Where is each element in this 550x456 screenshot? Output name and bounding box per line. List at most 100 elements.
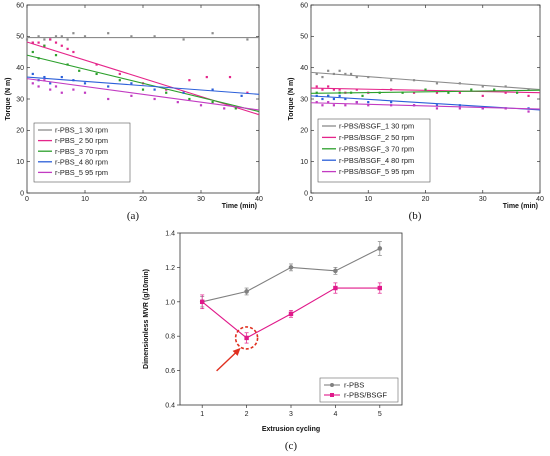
highlight-circle — [234, 326, 259, 350]
data-point — [315, 85, 318, 88]
data-point — [43, 75, 46, 79]
data-point — [435, 104, 439, 107]
x-tick-label: 3 — [289, 411, 293, 418]
data-point — [361, 94, 364, 97]
data-point — [315, 101, 318, 104]
y-tick-label: 60 — [300, 2, 308, 9]
legend-marker — [330, 383, 334, 387]
data-point — [315, 91, 318, 94]
data-point — [390, 101, 393, 104]
x-tick-label: 40 — [536, 196, 544, 203]
data-point — [130, 35, 133, 38]
data-point — [107, 32, 110, 35]
data-point — [240, 94, 243, 97]
x-tick-label: 10 — [364, 196, 372, 203]
data-point — [130, 82, 133, 85]
legend-marker — [330, 393, 334, 397]
data-point — [54, 85, 58, 88]
y-tick-label: 1.2 — [165, 265, 175, 272]
legend-box — [319, 377, 399, 403]
y-tick-label: 0.8 — [165, 334, 175, 341]
data-point — [327, 101, 330, 104]
y-tick-label: 30 — [300, 96, 308, 103]
data-point — [49, 82, 52, 85]
data-point — [344, 72, 347, 76]
x-axis-label: Time (min) — [222, 203, 257, 210]
y-tick-label: 0 — [20, 190, 24, 197]
x-axis-label: Time (min) — [503, 203, 538, 210]
data-point — [516, 91, 519, 94]
legend-entry: r-PBS_1 30 rpm — [55, 126, 108, 135]
data-point — [83, 82, 87, 85]
legend-entry: r-PBS/BSGF_5 95 rpm — [339, 167, 414, 176]
data-point — [458, 107, 461, 110]
legend: r-PBS/BSGF_1 30 rpm r-PBS/BSGF_2 50 rpm r-… — [317, 118, 431, 183]
data-point — [176, 101, 179, 104]
data-point — [188, 79, 191, 82]
data-point — [165, 88, 168, 91]
data-point — [25, 38, 29, 41]
data-point — [107, 85, 110, 88]
data-point — [228, 75, 232, 79]
data-point — [412, 91, 416, 94]
data-point — [332, 72, 335, 76]
data-point — [527, 94, 530, 97]
data-point — [401, 91, 404, 94]
data-point — [31, 82, 34, 85]
legend-entry: r-PBS_2 50 rpm — [55, 136, 108, 145]
data-point — [182, 38, 185, 41]
y-tick-label: 20 — [300, 128, 308, 135]
legend-entry: r-PBS/BSGF_3 70 rpm — [339, 144, 414, 153]
data-point — [332, 104, 335, 107]
x-tick-label: 5 — [378, 411, 382, 418]
y-tick-label: 10 — [16, 159, 24, 166]
data-point — [211, 101, 214, 104]
data-point — [327, 85, 330, 88]
y-tick-label: 50 — [300, 34, 308, 41]
x-tick-label: 0 — [309, 196, 313, 203]
y-tick-label: 40 — [16, 65, 24, 72]
data-point — [321, 88, 324, 91]
data-point — [481, 94, 484, 97]
legend-entry: r-PBS/BSGF_4 80 rpm — [339, 156, 414, 165]
data-point — [349, 91, 353, 94]
data-point — [527, 110, 530, 113]
legend-entry: r-PBS — [344, 381, 364, 390]
y-axis-label: Dimensionless MVR (g/10min) — [143, 269, 150, 369]
plot-frame — [179, 232, 403, 406]
data-point — [481, 107, 484, 110]
y-tick-label: 10 — [300, 159, 308, 166]
data-point — [118, 72, 121, 76]
data-point — [367, 101, 370, 104]
y-axis-label: Torque (N m) — [5, 77, 12, 120]
data-point — [435, 91, 439, 94]
series-fit-line — [26, 78, 260, 111]
data-point — [504, 91, 507, 94]
series-fit-line — [310, 89, 541, 94]
legend-box — [317, 118, 431, 183]
data-point — [412, 104, 416, 107]
x-tick-label: 30 — [479, 196, 487, 203]
data-point — [493, 88, 496, 91]
data-point — [54, 35, 58, 38]
data-point — [355, 75, 358, 79]
panel-label: (c) — [285, 440, 298, 452]
data-point — [246, 91, 249, 94]
data-point — [31, 50, 34, 54]
data-point — [72, 79, 75, 82]
data-point — [377, 246, 383, 251]
y-tick-label: 50 — [16, 34, 24, 41]
data-point — [153, 97, 156, 101]
data-point — [188, 97, 191, 101]
panel-label: (b) — [409, 210, 422, 222]
data-point — [37, 57, 40, 60]
data-point — [200, 299, 205, 304]
data-point — [246, 38, 249, 41]
y-tick-label: 0.4 — [165, 403, 175, 410]
data-point — [481, 85, 484, 88]
panel-label: (a) — [127, 210, 140, 222]
data-point — [83, 91, 87, 94]
data-point — [338, 94, 341, 97]
y-tick-label: 1.0 — [165, 299, 175, 306]
